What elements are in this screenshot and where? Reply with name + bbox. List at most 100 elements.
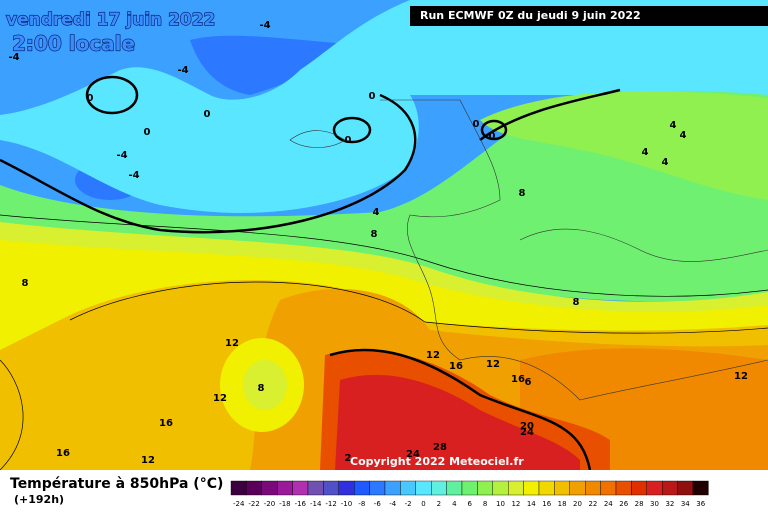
contour-label: 12	[734, 371, 748, 382]
contour-label: 0	[489, 131, 496, 142]
cold-core	[190, 35, 360, 95]
scale-label: 32	[665, 500, 674, 508]
copyright: Copyright 2022 Meteociel.fr	[350, 455, 524, 468]
contour-label: 6	[525, 377, 532, 388]
hot-core	[335, 374, 580, 470]
scale-label: -10	[341, 500, 352, 508]
scale-swatch	[323, 480, 339, 496]
isotherm	[0, 359, 24, 471]
scale-label: -18	[279, 500, 290, 508]
scale-swatch	[508, 480, 524, 496]
scale-label: 14	[527, 500, 536, 508]
forecast-date: vendredi 17 juin 2022	[6, 10, 215, 30]
scale-label: 0	[421, 500, 425, 508]
coastline	[380, 99, 768, 401]
contour-label: 0	[473, 119, 480, 130]
scale-swatch	[615, 480, 632, 496]
scale-swatch	[569, 480, 586, 496]
contour-label: 0	[87, 93, 94, 104]
scale-swatch	[307, 480, 324, 496]
contour-label: 8	[371, 229, 378, 240]
contour-label: 16	[56, 448, 70, 459]
contour-label: 20	[520, 421, 534, 432]
scale-swatch	[338, 480, 355, 496]
contour-label: 24	[520, 427, 534, 438]
scale-swatch	[354, 480, 370, 496]
scale-swatch	[400, 480, 416, 496]
scale-label: -20	[264, 500, 275, 508]
scale-swatch	[369, 480, 386, 496]
scale-label: -6	[374, 500, 382, 508]
contour-label: 16	[159, 418, 173, 429]
scale-swatch	[646, 480, 663, 496]
zero-isotherm	[0, 93, 417, 234]
scale-label: 30	[650, 500, 659, 508]
contour-label: 12	[141, 455, 155, 466]
contour-label: 8	[573, 297, 580, 308]
scale-swatch	[431, 480, 447, 496]
scale-label: -14	[310, 500, 322, 508]
contour-label: 4	[662, 157, 669, 168]
scale-swatch	[692, 480, 709, 496]
isotherm	[69, 281, 768, 334]
contour-label: -4	[128, 170, 139, 181]
scale-swatch	[292, 480, 309, 496]
scale-swatch	[554, 480, 571, 496]
scale-label: -24	[233, 500, 245, 508]
zero-isotherm	[85, 75, 139, 115]
contour-label: -4	[8, 52, 19, 63]
contour-label: 12	[225, 338, 239, 349]
scale-label: 2	[437, 500, 441, 508]
scale-swatch	[415, 480, 432, 496]
scale-label: 36	[696, 500, 705, 508]
contour-label: 0	[369, 91, 376, 102]
scale-label: 22	[588, 500, 597, 508]
zero-isotherm	[332, 116, 372, 144]
scale-swatch	[631, 480, 648, 496]
scale-swatch	[662, 480, 678, 496]
scale-label: 16	[542, 500, 551, 508]
contour-label: 8	[22, 278, 29, 289]
run-info: Run ECMWF 0Z du jeudi 9 juin 2022	[420, 9, 641, 22]
scale-label: 20	[573, 500, 582, 508]
coastline	[289, 130, 346, 148]
scale-swatch	[384, 480, 401, 496]
scale-swatch	[492, 480, 509, 496]
scale-label: 12	[511, 500, 520, 508]
mild-field	[480, 91, 768, 200]
scale-label: -2	[405, 500, 412, 508]
scale-swatch	[523, 480, 540, 496]
scale-label: 6	[467, 500, 472, 508]
forecast-time: 2:00 locale	[12, 32, 135, 56]
contour-label: 0	[204, 109, 211, 120]
scale-label: 10	[496, 500, 505, 508]
scale-swatch	[246, 480, 262, 496]
scale-swatch	[477, 480, 493, 496]
scale-swatch	[677, 480, 694, 496]
scale-swatch	[538, 480, 555, 496]
contour-label: 28	[433, 442, 447, 453]
contour-label: 2	[345, 453, 352, 464]
scale-label: 26	[619, 500, 628, 508]
scale-swatch	[446, 480, 463, 496]
contour-label: 4	[373, 207, 380, 218]
run-banner	[410, 6, 768, 26]
scale-label: -22	[248, 500, 259, 508]
contour-label: 12	[486, 359, 500, 370]
warm-blob	[243, 360, 287, 410]
scale-swatch	[230, 480, 247, 496]
contour-label: 8	[519, 188, 526, 199]
twenty-isotherm	[329, 348, 592, 471]
contour-label: 4	[642, 147, 649, 158]
contour-label: 12	[426, 350, 440, 361]
scale-swatch	[277, 480, 293, 496]
contour-label: 4	[670, 120, 677, 131]
contours	[0, 75, 768, 471]
isotherm	[0, 214, 768, 297]
scale-label: -4	[389, 500, 397, 508]
contour-label: 0	[345, 135, 352, 146]
contour-label: 12	[213, 393, 227, 404]
